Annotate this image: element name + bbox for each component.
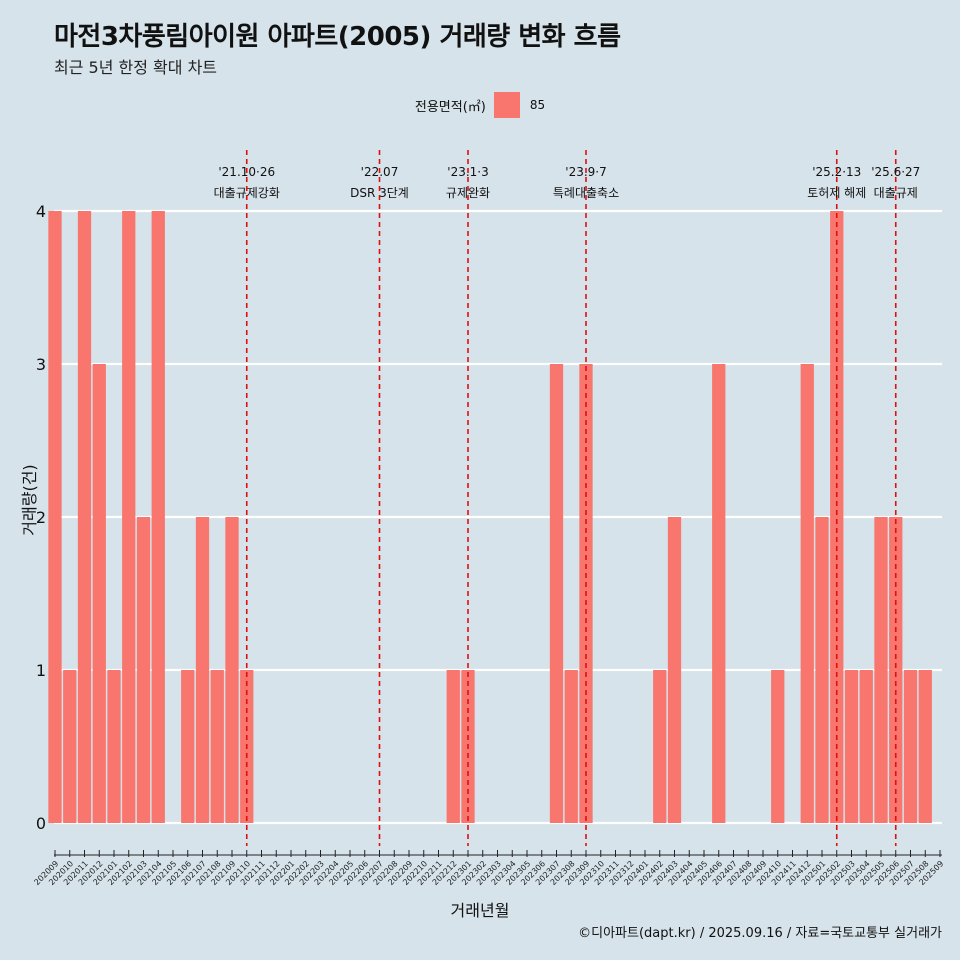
legend-swatch bbox=[493, 92, 520, 118]
legend: 전용면적(㎡) 85 bbox=[0, 92, 960, 118]
bar bbox=[446, 670, 460, 823]
bar bbox=[210, 670, 224, 823]
bar bbox=[653, 670, 667, 823]
bar bbox=[122, 211, 136, 823]
event-date-label: '23.1·3 bbox=[447, 165, 488, 179]
legend-title: 전용면적(㎡) bbox=[414, 99, 486, 115]
bar bbox=[859, 670, 873, 823]
bar bbox=[63, 670, 77, 823]
legend-label: 85 bbox=[529, 98, 546, 112]
bar bbox=[549, 364, 564, 823]
event-label: DSR 3단계 bbox=[350, 186, 409, 200]
bar bbox=[136, 517, 151, 823]
bar bbox=[903, 670, 918, 823]
event-date-label: '23.9·7 bbox=[565, 165, 606, 179]
bar bbox=[92, 364, 106, 823]
bar bbox=[225, 517, 239, 823]
event-label: 규제완화 bbox=[446, 186, 490, 200]
bar bbox=[815, 517, 829, 823]
event-label: 토허제 해제 bbox=[807, 186, 866, 200]
bar bbox=[712, 364, 726, 823]
bar bbox=[77, 211, 92, 823]
x-axis-label: 거래년월 bbox=[450, 901, 510, 920]
bar bbox=[874, 517, 888, 823]
bar bbox=[195, 517, 210, 823]
event-date-label: '25.2·13 bbox=[812, 165, 861, 179]
bar bbox=[667, 517, 682, 823]
bar bbox=[181, 670, 195, 823]
chart-subtitle: 최근 5년 한정 확대 차트 bbox=[54, 58, 218, 77]
bar bbox=[844, 670, 859, 823]
bar bbox=[830, 211, 844, 823]
y-axis-label: 거래량(건) bbox=[20, 464, 39, 536]
source-caption: ©디아파트(dapt.kr) / 2025.09.16 / 자료=국토교통부 실… bbox=[578, 926, 942, 941]
event-date-label: '21.10·26 bbox=[218, 165, 275, 179]
y-tick-label: 2 bbox=[36, 508, 46, 527]
event-label: 대출규제강화 bbox=[214, 186, 280, 200]
event-date-label: '25.6·27 bbox=[871, 165, 920, 179]
event-label: 특례대출축소 bbox=[553, 186, 619, 200]
y-tick-label: 0 bbox=[36, 814, 46, 833]
bar bbox=[48, 211, 62, 823]
bar bbox=[564, 670, 578, 823]
y-tick-label: 1 bbox=[36, 661, 46, 680]
bar bbox=[151, 211, 165, 823]
bar bbox=[800, 364, 814, 823]
bar bbox=[889, 517, 903, 823]
bar bbox=[918, 670, 932, 823]
y-tick-label: 4 bbox=[36, 202, 46, 221]
event-label: 대출규제 bbox=[874, 186, 918, 200]
chart-title: 마전3차풍림아이원 아파트(2005) 거래량 변화 흐름 bbox=[54, 22, 621, 52]
bar bbox=[771, 670, 785, 823]
bar bbox=[107, 670, 121, 823]
event-date-label: '22.07 bbox=[361, 165, 399, 179]
y-tick-label: 3 bbox=[36, 355, 46, 374]
